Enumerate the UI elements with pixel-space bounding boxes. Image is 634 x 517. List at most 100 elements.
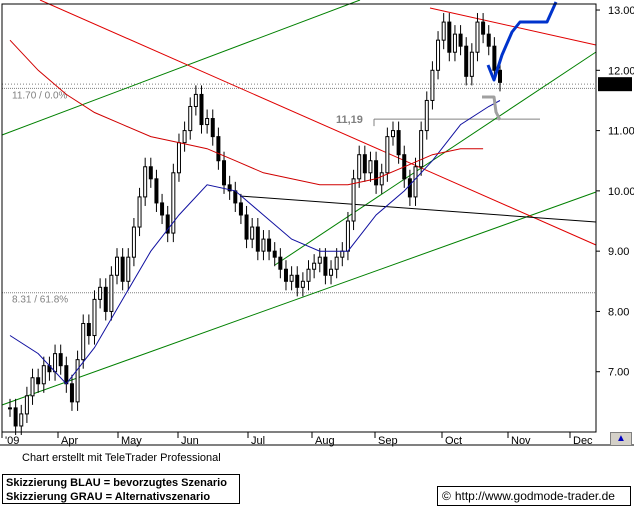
price-bar-body (441, 21, 446, 41)
price-bar-body (396, 130, 401, 156)
price-bar-body (498, 69, 502, 83)
fib-level-label: 8.31 / 61.8% (12, 295, 68, 306)
trend-lines (1, 0, 597, 406)
x-tick-label: Jul (251, 435, 265, 447)
price-bar-body (182, 130, 187, 144)
price-bar-body (272, 250, 277, 258)
price-bar-body (19, 413, 24, 427)
scenario-sketch (482, 1, 558, 121)
price-bar-body (86, 322, 91, 337)
price-bar-body (250, 226, 255, 240)
grid-lines: 11.70 / 0.0% 8.31 / 61.8% 11,19 (2, 83, 596, 306)
price-bar-body (486, 33, 491, 47)
legend-grey: Skizzierung GRAU = Alternativszenario (6, 491, 211, 503)
price-bar-body (374, 160, 379, 186)
price-bar-body (36, 377, 41, 385)
price-bar-body (165, 214, 170, 234)
x-tick-label: Nov (511, 435, 531, 447)
price-bar-body (98, 286, 103, 300)
price-bar-body (306, 268, 311, 282)
y-tick-label: 12.00 (608, 65, 634, 77)
price-bar-body (131, 226, 136, 258)
scroll-arrow-icon: ▲ (616, 433, 626, 444)
price-bar-body (171, 172, 176, 234)
price-bar-body (436, 39, 441, 71)
price-bar-body (351, 178, 356, 222)
price-bar-body (368, 160, 373, 174)
price-bar-body (222, 160, 227, 186)
price-bar-body (120, 256, 125, 282)
upper-channel-line (1, 0, 361, 136)
mid-uptrend-line (274, 51, 597, 266)
long-uptrend-line (1, 191, 597, 406)
price-bar-body (193, 93, 198, 107)
price-bar-body (419, 130, 424, 168)
price-bar-body (216, 136, 221, 162)
price-bar-body (492, 45, 497, 71)
source-url[interactable]: http://www.godmode-trader.de (454, 489, 615, 503)
price-bar-body (481, 21, 486, 35)
price-bars (8, 13, 502, 436)
price-bar-body (452, 33, 457, 53)
price-bar-body (267, 238, 272, 252)
price-bar-body (475, 21, 480, 53)
legend-blue: Skizzierung BLAU = bevorzugtes Szenario (6, 477, 227, 489)
scroll-right-button[interactable]: ▲ (610, 432, 632, 446)
price-bar-body (148, 166, 153, 180)
axes: 13.00 12.00 11.00 10.00 9.00 8.00 7.00 '09 Apr Ma… (0, 3, 634, 447)
price-bar-body (407, 178, 412, 198)
last-price-label: 11.77 (602, 79, 629, 91)
copyright-icon: © (442, 489, 451, 503)
y-tick-label: 7.00 (608, 367, 629, 379)
price-bar-body (154, 178, 159, 204)
short-downtrend-line (429, 7, 597, 46)
x-tick-label: Oct (445, 435, 462, 447)
fib-level-label: 11.70 / 0.0% (12, 90, 68, 101)
price-bar-body (205, 118, 210, 126)
price-bar-body (238, 202, 243, 216)
price-bar-body (176, 142, 181, 174)
plot-frame (1, 3, 597, 433)
x-tick-label: May (121, 435, 142, 447)
price-bar-body (385, 136, 390, 174)
fast-moving-average (9, 100, 501, 385)
price-bar-body (362, 154, 367, 174)
scenario-legend: Skizzierung BLAU = bevorzugtes Szenario … (2, 474, 240, 504)
price-bar-body (103, 286, 108, 312)
x-tick-label: Sep (378, 435, 398, 447)
x-tick-label: Apr (61, 435, 78, 447)
resistance-label: 11,19 (336, 114, 363, 126)
price-bar-body (323, 256, 328, 276)
price-bar-body (334, 256, 339, 270)
y-tick-label: 11.00 (608, 126, 634, 138)
moving-averages (9, 39, 501, 385)
source-link[interactable]: © http://www.godmode-trader.de (437, 486, 631, 506)
price-bar-body (424, 99, 429, 132)
price-bar-body (244, 214, 249, 240)
price-bar-body (233, 190, 238, 204)
price-bar-body (92, 298, 97, 337)
y-tick-label: 10.00 (608, 186, 634, 198)
y-tick-label: 9.00 (608, 246, 629, 258)
long-downtrend-line (39, 0, 597, 246)
price-bar-body (390, 130, 395, 138)
price-bar-body (188, 105, 193, 132)
price-bar-body (345, 220, 350, 252)
price-bar-body (199, 93, 204, 126)
price-bar-body (458, 33, 463, 47)
x-tick-label: Dec (573, 435, 593, 447)
price-bar-body (255, 226, 260, 252)
y-tick-label: 8.00 (608, 306, 629, 318)
price-bar-body (41, 365, 46, 385)
price-bar-body (30, 377, 35, 397)
x-tick-label: '09 (5, 435, 19, 447)
price-bar-body (357, 154, 362, 180)
price-bar-body (278, 256, 283, 270)
price-bar-body (469, 51, 474, 77)
price-bar-body (464, 45, 469, 77)
price-bar-body (413, 166, 418, 198)
price-bar-body (317, 256, 322, 264)
price-bar-body (13, 407, 18, 427)
x-tick-label: Jun (181, 435, 199, 447)
